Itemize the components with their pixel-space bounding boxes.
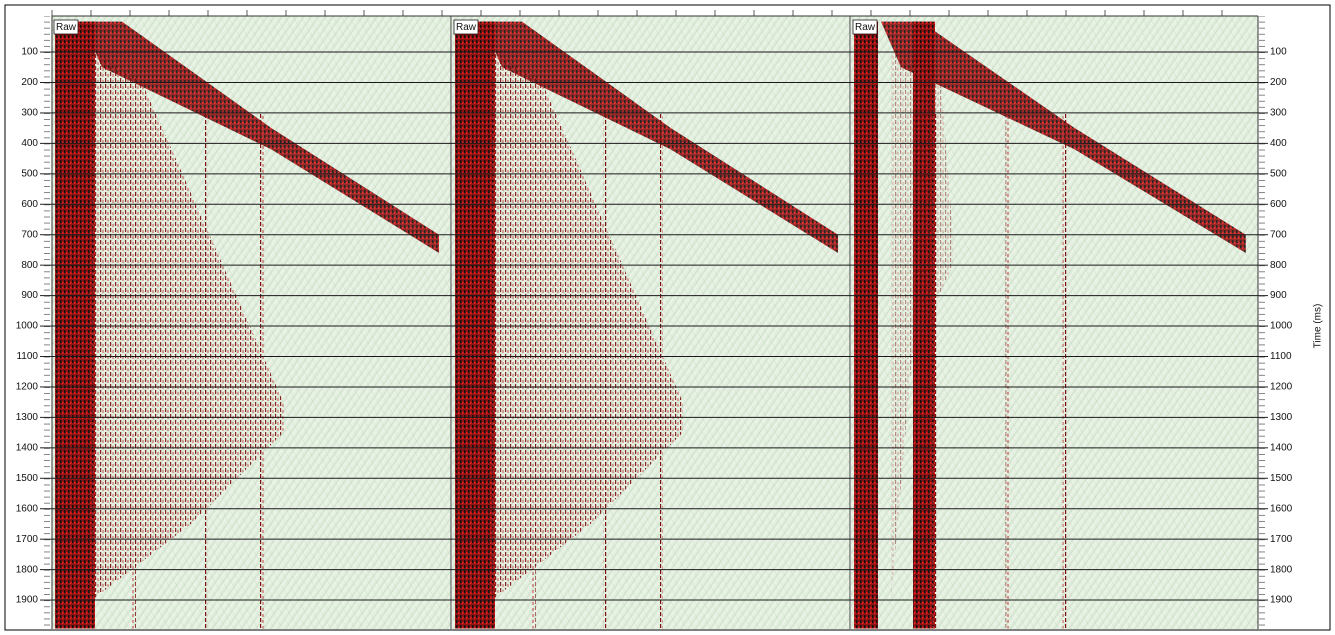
y-tick-label: 100: [21, 47, 38, 58]
panel: Raw: [52, 16, 451, 629]
axis-title: Time (ms): [1313, 304, 1324, 349]
panel-label: Raw: [855, 22, 876, 33]
y-tick-label: 400: [21, 138, 38, 149]
y-tick-label: 600: [21, 199, 38, 210]
right-minor-ticks: [1259, 16, 1265, 629]
y-tick-label: 1800: [1270, 564, 1293, 575]
y-tick-label: 1800: [16, 564, 39, 575]
panel: Raw: [452, 16, 850, 629]
y-tick-label: 1200: [16, 382, 39, 393]
trace-noise: [1006, 113, 1010, 629]
trace-noise: [259, 113, 263, 629]
trace-noise: [659, 113, 663, 629]
y-tick-label: 500: [1270, 168, 1287, 179]
y-tick-label: 700: [1270, 229, 1287, 240]
y-tick-label: 900: [21, 290, 38, 301]
y-tick-label: 1700: [16, 534, 39, 545]
y-tick-label: 1900: [1270, 595, 1293, 606]
trace-noise: [532, 113, 536, 629]
y-tick-label: 800: [1270, 260, 1287, 271]
trace-noise: [1063, 113, 1067, 629]
panel-label: Raw: [456, 22, 477, 33]
left-minor-ticks: [44, 16, 50, 629]
y-tick-label: 200: [21, 77, 38, 88]
y-tick-label: 1900: [16, 595, 39, 606]
y-tick-label: 400: [1270, 138, 1287, 149]
trace-noise: [932, 113, 936, 629]
y-tick-label: 1500: [1270, 473, 1293, 484]
y-tick-label: 1300: [1270, 412, 1293, 423]
y-tick-label: 1100: [1270, 351, 1292, 362]
y-tick-label: 200: [1270, 77, 1287, 88]
y-tick-label: 800: [21, 260, 38, 271]
y-tick-label: 1500: [16, 473, 39, 484]
trace-noise: [132, 113, 136, 629]
y-tick-label: 1400: [1270, 442, 1293, 453]
trace-noise: [204, 113, 208, 629]
y-tick-label: 900: [1270, 290, 1287, 301]
y-tick-label: 300: [21, 108, 38, 119]
y-tick-label: 500: [21, 168, 38, 179]
y-tick-label: 300: [1270, 108, 1287, 119]
seismic-viewer: Raw Raw Raw 100 100 200 200 300 300 400 400 500 500 6…: [0, 0, 1335, 635]
y-tick-label: 1100: [16, 351, 38, 362]
trace-noise: [603, 113, 607, 629]
y-tick-label: 1700: [1270, 534, 1293, 545]
panel-label: Raw: [56, 22, 77, 33]
y-tick-label: 1600: [16, 503, 39, 514]
y-tick-label: 700: [21, 229, 38, 240]
y-tick-label: 1400: [16, 442, 39, 453]
y-tick-label: 100: [1270, 47, 1287, 58]
y-tick-label: 1300: [16, 412, 39, 423]
y-tick-label: 1000: [16, 321, 39, 332]
y-tick-label: 600: [1270, 199, 1287, 210]
y-tick-label: 1200: [1270, 382, 1293, 393]
y-tick-label: 1000: [1270, 321, 1293, 332]
y-tick-label: 1600: [1270, 503, 1293, 514]
panel: Raw: [851, 16, 1258, 629]
